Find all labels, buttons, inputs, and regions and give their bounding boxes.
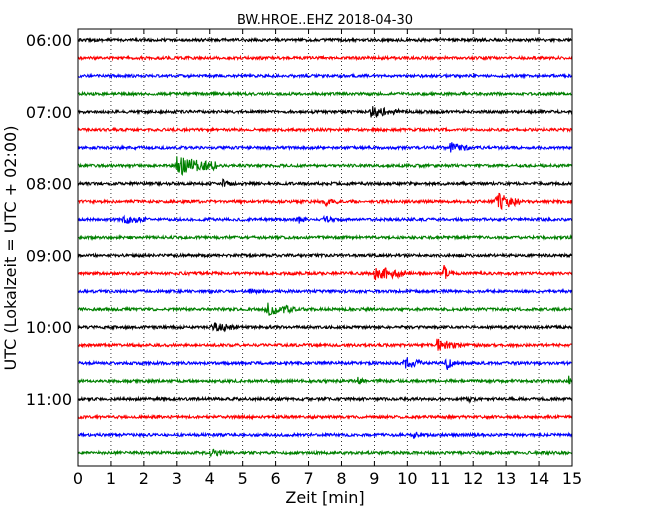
x-tick-label: 5	[238, 469, 248, 488]
seismic-trace	[77, 156, 573, 176]
chart-title: BW.HROE..EHZ 2018-04-30	[237, 13, 413, 28]
x-tick-label: 11	[430, 469, 450, 488]
x-tick-label: 4	[205, 469, 215, 488]
seismic-trace	[77, 252, 573, 259]
seismic-trace	[77, 178, 573, 188]
x-tick-label: 12	[463, 469, 483, 488]
plot-frame	[77, 28, 573, 467]
x-tick-label: 15	[562, 469, 582, 488]
seismic-trace	[77, 126, 573, 134]
y-axis-ticks: 06:00 07:00 08:00 09:00 10:00 11:00	[26, 31, 572, 409]
seismic-trace	[77, 142, 573, 153]
seismic-trace	[77, 72, 573, 80]
traces	[77, 36, 573, 457]
x-tick-label: 0	[73, 469, 83, 488]
seismic-trace	[77, 302, 573, 316]
y-tick-label: 07:00	[26, 103, 72, 122]
seismic-trace	[77, 192, 573, 211]
x-tick-label: 2	[139, 469, 149, 488]
seismic-trace	[77, 36, 573, 44]
seismic-trace	[77, 431, 573, 439]
seismic-trace	[77, 90, 573, 98]
seismic-trace	[77, 357, 573, 370]
y-tick-label: 11:00	[26, 390, 72, 409]
seismic-trace	[77, 54, 573, 62]
y-tick-label: 08:00	[26, 175, 72, 194]
x-tick-label: 6	[271, 469, 281, 488]
x-tick-label: 10	[397, 469, 417, 488]
seismic-trace	[77, 287, 573, 296]
x-tick-label: 3	[172, 469, 182, 488]
seismic-trace	[77, 233, 573, 241]
seismic-trace	[77, 338, 573, 351]
seismic-trace	[77, 395, 573, 404]
grid-lines	[110, 29, 540, 466]
y-axis-label: UTC (Lokalzeit = UTC + 02:00)	[1, 126, 20, 371]
x-axis-ticks: 0 1 2 3 4 5 6 7 8 9 10 11 12 13 14 15	[73, 29, 582, 488]
y-tick-label: 06:00	[26, 31, 72, 50]
x-tick-label: 7	[303, 469, 313, 488]
seismic-trace	[77, 448, 573, 457]
x-tick-label: 14	[529, 469, 549, 488]
seismic-trace	[77, 106, 573, 119]
seismic-trace	[77, 375, 573, 385]
x-axis-label: Zeit [min]	[285, 488, 364, 507]
x-tick-label: 1	[106, 469, 116, 488]
seismic-trace	[77, 322, 573, 333]
seismic-trace	[77, 413, 573, 421]
x-tick-label: 9	[369, 469, 379, 488]
y-tick-label: 10:00	[26, 318, 72, 337]
x-tick-label: 8	[336, 469, 346, 488]
seismic-trace	[77, 214, 573, 225]
x-tick-label: 13	[496, 469, 516, 488]
y-tick-label: 09:00	[26, 246, 72, 265]
seismic-trace	[77, 264, 573, 281]
